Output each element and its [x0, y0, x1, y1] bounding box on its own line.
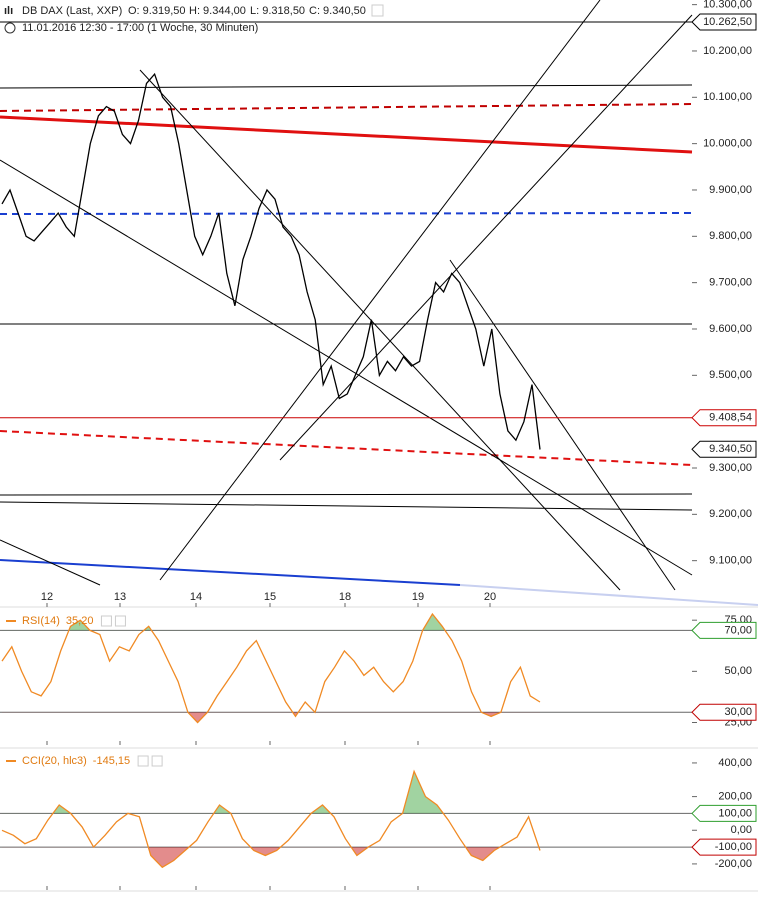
y-tick-label: 200,00: [718, 791, 752, 803]
x-tick-label: 15: [264, 591, 276, 603]
trend-line: [0, 430, 693, 466]
x-tick-label: 19: [412, 591, 424, 603]
trend-line: [0, 539, 101, 586]
price-tag: [691, 838, 757, 856]
y-tick-label: 0,00: [731, 824, 752, 836]
price-tag-label: 70,00: [724, 624, 752, 636]
chart-icon: ılı: [4, 5, 13, 17]
header-bg: [0, 0, 430, 36]
indicator-value: -145,15: [93, 755, 130, 767]
y-tick-label: 9.500,00: [709, 369, 752, 381]
y-tick-label: 50,00: [724, 665, 752, 677]
price-tag-label: 9.408,54: [709, 412, 752, 424]
y-tick-label: 10.200,00: [703, 45, 752, 57]
price-tag: [691, 409, 757, 427]
trend-line: [449, 259, 676, 591]
trend-line: [0, 501, 693, 511]
y-tick-label: 9.900,00: [709, 184, 752, 196]
close-icon[interactable]: [114, 615, 126, 627]
settings-icon[interactable]: [137, 755, 149, 767]
trend-line: [0, 212, 693, 215]
x-tick-label: 14: [190, 591, 202, 603]
series-line: [1, 612, 541, 724]
y-tick-label: 400,00: [718, 757, 752, 769]
trend-line: [459, 584, 758, 606]
open: O: 9.319,50: [128, 5, 186, 17]
y-tick-label: 9.800,00: [709, 230, 752, 242]
level-fill: [2, 712, 540, 723]
trend-line: [0, 559, 461, 586]
y-tick-label: 10.000,00: [703, 138, 752, 150]
x-tick-label: 18: [339, 591, 351, 603]
high: H: 9.344,00: [189, 5, 246, 17]
y-tick-label: 10.100,00: [703, 91, 752, 103]
trend-line: [159, 0, 601, 581]
settings-icon[interactable]: [100, 615, 112, 627]
instrument: DB DAX (Last, XXP): [22, 5, 122, 17]
clock-icon: [4, 22, 16, 34]
trend-line: [0, 159, 693, 576]
y-tick-label: -200,00: [715, 858, 752, 870]
trend-lines: [0, 0, 758, 606]
trend-line: [0, 493, 693, 496]
price-tag-label: -100,00: [715, 841, 752, 853]
trend-line: [139, 69, 621, 591]
series-line: [1, 72, 541, 450]
price-tag: [691, 703, 757, 721]
price-tag-label: 10.262,50: [703, 16, 752, 28]
low: L: 9.318,50: [250, 5, 305, 17]
indicator-title: RSI(14): [22, 615, 60, 627]
price-tag: [691, 621, 757, 639]
y-tick-label: 9.700,00: [709, 277, 752, 289]
close: C: 9.340,50: [309, 5, 366, 17]
period: 11.01.2016 12:30 - 17:00 (1 Woche, 30 Mi…: [22, 22, 258, 34]
indicator-title: CCI(20, hlc3): [22, 755, 87, 767]
price-tag: [691, 13, 757, 31]
trend-line: [279, 14, 693, 461]
price-tag: [691, 804, 757, 822]
price-tag-label: 9.340,50: [709, 443, 752, 455]
level-fill: [2, 847, 540, 868]
close-icon[interactable]: [151, 755, 163, 767]
y-tick-label: 10.300,00: [703, 0, 752, 11]
x-tick-label: 13: [114, 591, 126, 603]
series-line: [1, 769, 541, 869]
trend-line: [0, 103, 693, 112]
x-tick-label: 20: [484, 591, 496, 603]
price-tag-label: 30,00: [724, 706, 752, 718]
x-tick-label: 12: [41, 591, 53, 603]
trend-line: [0, 84, 693, 89]
price-tag: [691, 440, 757, 458]
settings-icon[interactable]: [371, 4, 384, 17]
y-tick-label: 9.600,00: [709, 323, 752, 335]
y-tick-label: 9.100,00: [709, 555, 752, 567]
y-tick-label: 9.300,00: [709, 462, 752, 474]
trend-line: [0, 115, 693, 154]
indicator-value: 35,20: [66, 615, 94, 627]
price-tag-label: 100,00: [718, 807, 752, 819]
y-tick-label: 9.200,00: [709, 508, 752, 520]
